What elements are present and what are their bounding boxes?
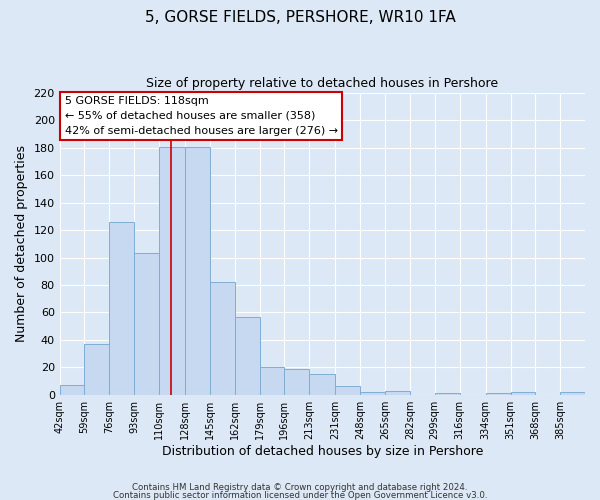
Bar (159, 146, 185, 394)
Bar (109, 222, 134, 394)
Bar (560, 392, 585, 394)
Bar (260, 368, 284, 394)
Bar (210, 282, 235, 395)
Bar (134, 254, 159, 394)
Bar (235, 316, 260, 394)
Text: 5 GORSE FIELDS: 118sqm
← 55% of detached houses are smaller (358)
42% of semi-de: 5 GORSE FIELDS: 118sqm ← 55% of detached… (65, 96, 338, 136)
Bar (335, 386, 360, 394)
Text: Contains public sector information licensed under the Open Government Licence v3: Contains public sector information licen… (113, 490, 487, 500)
Text: 5, GORSE FIELDS, PERSHORE, WR10 1FA: 5, GORSE FIELDS, PERSHORE, WR10 1FA (145, 10, 455, 25)
Bar (185, 146, 210, 394)
Bar (385, 390, 410, 394)
Text: Contains HM Land Registry data © Crown copyright and database right 2024.: Contains HM Land Registry data © Crown c… (132, 484, 468, 492)
Title: Size of property relative to detached houses in Pershore: Size of property relative to detached ho… (146, 78, 499, 90)
Bar (284, 368, 309, 394)
Y-axis label: Number of detached properties: Number of detached properties (15, 146, 28, 342)
Bar (85, 344, 109, 395)
X-axis label: Distribution of detached houses by size in Pershore: Distribution of detached houses by size … (161, 444, 483, 458)
Bar (360, 392, 385, 394)
Bar (309, 374, 335, 394)
Bar (511, 392, 535, 394)
Bar (59, 385, 85, 394)
